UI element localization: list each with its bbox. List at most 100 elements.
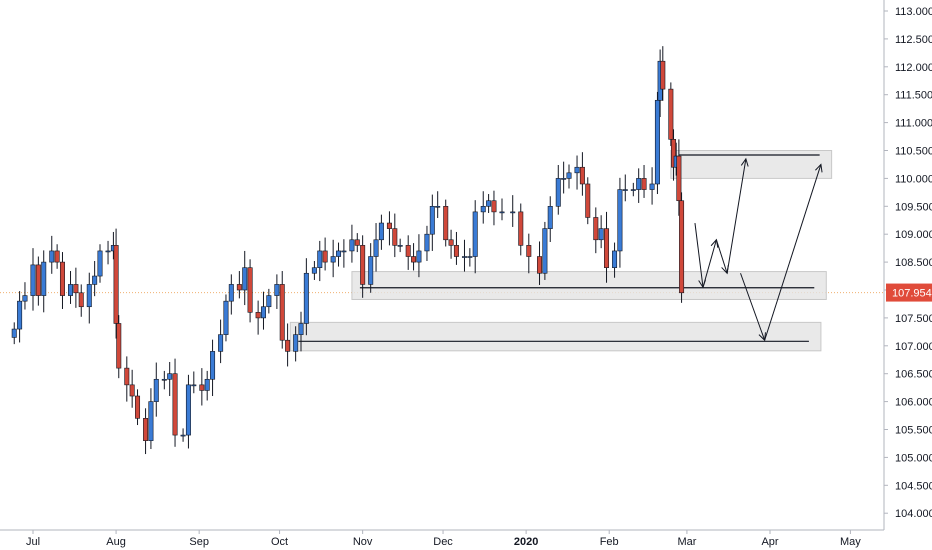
candle-down-body: [116, 323, 122, 369]
lower-support-zone[interactable]: [289, 321, 822, 352]
price-axis[interactable]: 113.000 112.500 112.000 111.500 111.000 110.5…: [884, 6, 932, 520]
candle: [153, 362, 159, 417]
candle-down-body: [54, 250, 60, 263]
candle: [199, 368, 205, 406]
candle: [317, 240, 323, 282]
x-tick-label: Sep: [189, 536, 209, 548]
candle: [255, 300, 261, 335]
candle: [392, 213, 398, 258]
candle-up-body: [636, 178, 642, 190]
candle-up-body: [429, 206, 435, 235]
candle: [499, 198, 505, 221]
candle: [622, 174, 628, 202]
candle: [585, 177, 591, 225]
candle: [78, 284, 84, 317]
y-tick-label: 110.500: [895, 146, 932, 158]
candle: [285, 323, 291, 367]
candle-down-body: [354, 239, 360, 246]
y-tick-label: 109.000: [895, 229, 932, 241]
candle-down-body: [172, 373, 178, 436]
candle-up-body: [86, 284, 92, 308]
candle-up-body: [461, 256, 467, 258]
x-tick-label: May: [840, 536, 861, 548]
candle-up-body: [210, 351, 216, 380]
candle-up-body: [303, 272, 309, 324]
support-zone[interactable]: [351, 271, 827, 300]
candle: [322, 237, 328, 271]
candle-down-body: [579, 166, 585, 185]
candle: [113, 228, 119, 339]
candle: [561, 161, 567, 194]
candle-up-body: [161, 378, 167, 381]
candle-up-body: [317, 250, 323, 268]
y-tick-label: 112.000: [895, 62, 932, 74]
candle: [59, 252, 65, 309]
candle: [612, 242, 618, 278]
candle: [49, 235, 55, 274]
candle-up-body: [148, 401, 154, 441]
candle: [654, 91, 660, 195]
candle: [416, 234, 422, 278]
arrowhead: [815, 163, 823, 173]
candle: [223, 294, 229, 342]
candle: [86, 272, 92, 324]
candle: [191, 371, 197, 394]
candle: [298, 311, 304, 352]
candle: [124, 356, 130, 402]
y-tick-label: 105.500: [895, 425, 932, 437]
candles-layer: [11, 46, 685, 455]
time-axis[interactable]: Jul Aug Sep Oct Nov Dec 2020 Feb Mar Apr May: [26, 530, 861, 548]
candle: [35, 256, 41, 306]
candle: [378, 214, 384, 250]
candle: [386, 211, 392, 246]
candle-up-body: [472, 211, 478, 257]
candle-up-body: [218, 334, 224, 352]
candle: [143, 408, 149, 455]
candle-up-body: [105, 250, 111, 253]
y-tick-label: 109.500: [895, 201, 932, 213]
candle: [330, 239, 336, 278]
candle-down-body: [491, 200, 497, 213]
candle: [97, 244, 103, 283]
candle: [617, 177, 623, 268]
candle-down-body: [660, 60, 666, 90]
candle: [105, 240, 111, 265]
candle-up-body: [185, 384, 191, 436]
candle: [228, 274, 234, 315]
candle-up-body: [223, 300, 229, 335]
candle: [518, 203, 524, 256]
candle-up-body: [598, 228, 604, 241]
candle-up-body: [330, 256, 336, 263]
candle: [679, 192, 685, 303]
candle-down-body: [322, 250, 328, 263]
candle: [480, 191, 486, 224]
candle: [542, 221, 548, 280]
candle: [41, 250, 47, 313]
candle: [311, 260, 317, 280]
candle: [11, 322, 17, 345]
candle: [566, 164, 572, 189]
candle: [218, 319, 224, 364]
candle-down-body: [78, 292, 84, 308]
candle-up-body: [486, 200, 492, 207]
candle-down-body: [199, 384, 205, 391]
candle: [73, 267, 79, 308]
candle-down-body: [443, 206, 449, 241]
projection-arrows-2[interactable]: [740, 163, 823, 342]
candle-down-body: [73, 284, 79, 294]
projection-arrows-1[interactable]: [694, 157, 749, 289]
candle-up-body: [341, 250, 347, 253]
candle: [360, 235, 366, 298]
candle: [336, 242, 342, 267]
candle: [247, 259, 253, 323]
candle: [604, 211, 610, 283]
candle: [453, 231, 459, 265]
candle-up-body: [30, 264, 36, 296]
candle-down-body: [113, 245, 119, 324]
arrow-segment: [702, 239, 717, 288]
candle-up-body: [612, 250, 618, 268]
y-tick-label: 105.000: [895, 452, 932, 464]
candle-up-body: [180, 434, 186, 437]
